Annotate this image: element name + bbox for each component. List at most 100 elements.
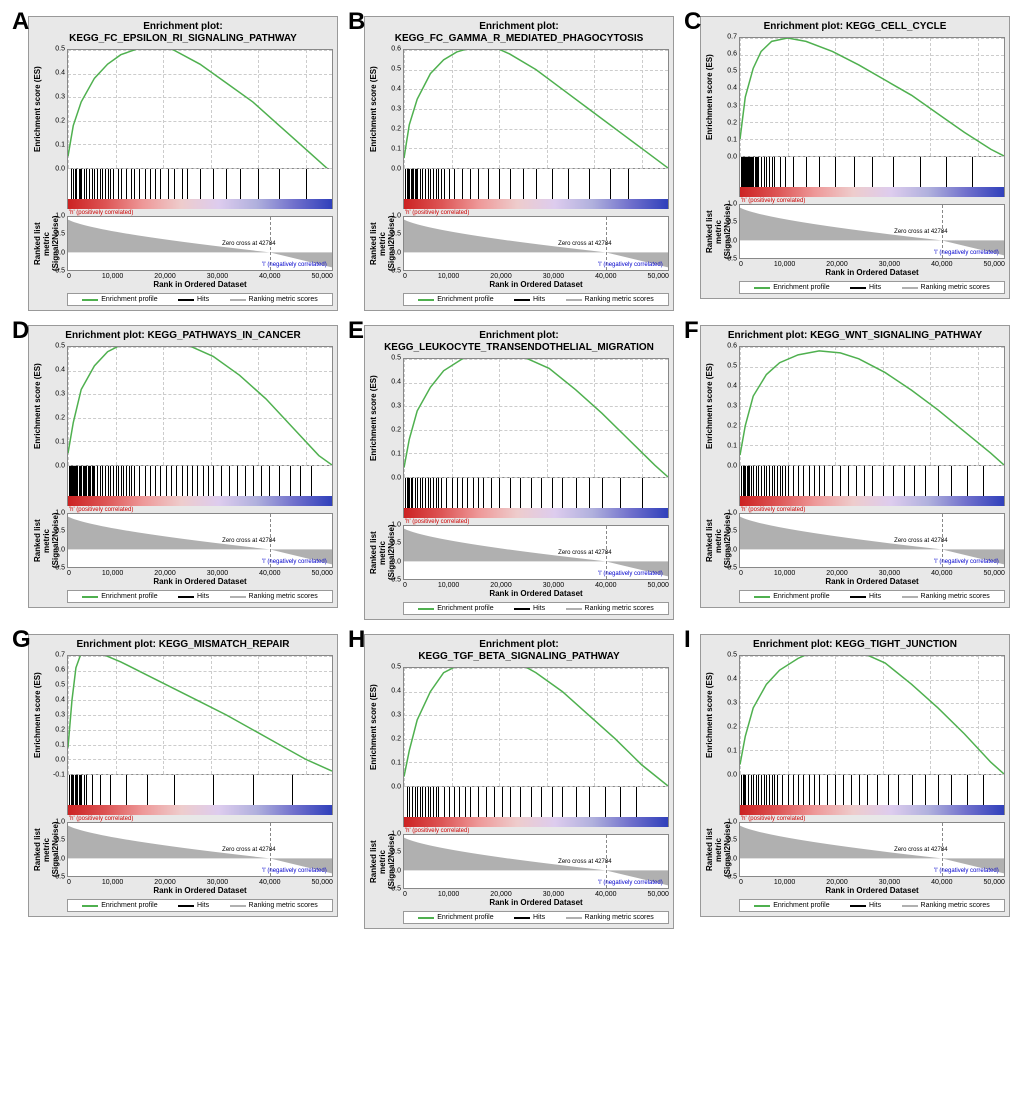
legend-ranking: Ranking metric scores bbox=[230, 593, 318, 600]
es-ytick: 0.4 bbox=[55, 70, 65, 77]
plot-title: Enrichment plot:KEGG_FC_EPSILON_RI_SIGNA… bbox=[33, 21, 333, 45]
panel-A: AEnrichment plot:KEGG_FC_EPSILON_RI_SIGN… bbox=[10, 10, 338, 311]
es-ytick: 0.4 bbox=[391, 85, 401, 92]
legend-ranking: Ranking metric scores bbox=[566, 605, 654, 612]
x-tick: 30,000 bbox=[879, 261, 900, 268]
rank-ytick: 0.0 bbox=[727, 237, 737, 244]
x-axis-label: Rank in Ordered Dataset bbox=[403, 589, 669, 598]
x-tick: 40,000 bbox=[931, 570, 952, 577]
es-ytick: 0.3 bbox=[391, 403, 401, 410]
es-ytick: 0.3 bbox=[391, 712, 401, 719]
gsea-plot: Enrichment plot:KEGG_LEUKOCYTE_TRANSENDO… bbox=[364, 325, 674, 620]
panel-I: IEnrichment plot: KEGG_TIGHT_JUNCTIONEnr… bbox=[682, 628, 1010, 929]
x-tick: 10,000 bbox=[102, 570, 123, 577]
rank-ytick: 0.5 bbox=[391, 849, 401, 856]
gsea-plot: Enrichment plot: KEGG_MISMATCH_REPAIREnr… bbox=[28, 634, 338, 917]
plot-title: Enrichment plot:KEGG_TGF_BETA_SIGNALING_… bbox=[369, 639, 669, 663]
rank-ytick: -0.5 bbox=[53, 565, 65, 572]
x-tick: 40,000 bbox=[931, 261, 952, 268]
x-tick: 40,000 bbox=[595, 891, 616, 898]
x-tick: 10,000 bbox=[774, 261, 795, 268]
rank-plot-area: Zero cross at 42784'l' (negatively corre… bbox=[403, 834, 669, 889]
es-ytick: 0.6 bbox=[391, 46, 401, 53]
legend: Enrichment profileHitsRanking metric sco… bbox=[67, 590, 333, 603]
panel-C: CEnrichment plot: KEGG_CELL_CYCLEEnrichm… bbox=[682, 10, 1010, 311]
correlation-gradient bbox=[403, 508, 669, 518]
zero-cross-label: Zero cross at 42784 bbox=[222, 241, 275, 247]
zero-cross-label: Zero cross at 42784 bbox=[894, 847, 947, 853]
es-ytick: 0.3 bbox=[55, 94, 65, 101]
neg-corr-label: 'l' (negatively correlated) bbox=[262, 868, 327, 874]
x-tick: 20,000 bbox=[826, 879, 847, 886]
es-ytick: 0.1 bbox=[727, 136, 737, 143]
rank-ytick: 0.5 bbox=[391, 540, 401, 547]
x-tick: 50,000 bbox=[648, 273, 669, 280]
es-plot-area bbox=[739, 37, 1005, 157]
rank-plot-area: Zero cross at 42784'l' (negatively corre… bbox=[739, 513, 1005, 568]
es-ytick: -0.1 bbox=[53, 772, 65, 779]
x-axis-label: Rank in Ordered Dataset bbox=[739, 886, 1005, 895]
panel-F: FEnrichment plot: KEGG_WNT_SIGNALING_PAT… bbox=[682, 319, 1010, 620]
legend: Enrichment profileHitsRanking metric sco… bbox=[67, 293, 333, 306]
x-tick: 30,000 bbox=[543, 891, 564, 898]
neg-corr-label: 'l' (negatively correlated) bbox=[598, 571, 663, 577]
es-ytick: 0.5 bbox=[727, 68, 737, 75]
rank-ytick: 0.5 bbox=[55, 837, 65, 844]
correlation-gradient bbox=[739, 805, 1005, 815]
x-tick: 20,000 bbox=[154, 879, 175, 886]
es-y-label: Enrichment score (ES) bbox=[33, 49, 45, 169]
es-ytick: 0.0 bbox=[391, 784, 401, 791]
es-ytick: 0.1 bbox=[55, 439, 65, 446]
x-tick: 0 bbox=[403, 582, 407, 589]
rank-ytick: 0.5 bbox=[55, 528, 65, 535]
panel-label: D bbox=[12, 317, 29, 345]
x-tick: 0 bbox=[67, 879, 71, 886]
rank-ytick: -0.5 bbox=[725, 256, 737, 263]
es-plot-area bbox=[739, 346, 1005, 466]
rank-ytick: 1.0 bbox=[55, 510, 65, 517]
rank-ytick: 1.0 bbox=[55, 819, 65, 826]
panel-H: HEnrichment plot:KEGG_TGF_BETA_SIGNALING… bbox=[346, 628, 674, 929]
x-tick: 50,000 bbox=[984, 879, 1005, 886]
correlation-gradient bbox=[739, 496, 1005, 506]
hits-plot bbox=[739, 157, 1005, 187]
x-tick: 20,000 bbox=[490, 273, 511, 280]
gsea-panel-grid: AEnrichment plot:KEGG_FC_EPSILON_RI_SIGN… bbox=[10, 10, 1010, 929]
rank-y-label: Ranked list metric (Signal2Noise) bbox=[33, 822, 45, 877]
es-ytick: 0.1 bbox=[391, 451, 401, 458]
x-tick: 50,000 bbox=[648, 582, 669, 589]
rank-ytick: -0.5 bbox=[389, 886, 401, 893]
es-ytick: 0.6 bbox=[55, 667, 65, 674]
plot-title: Enrichment plot: KEGG_WNT_SIGNALING_PATH… bbox=[705, 330, 1005, 342]
rank-ytick: -0.5 bbox=[725, 565, 737, 572]
gsea-plot: Enrichment plot:KEGG_FC_GAMMA_R_MEDIATED… bbox=[364, 16, 674, 311]
plot-title: Enrichment plot: KEGG_PATHWAYS_IN_CANCER bbox=[33, 330, 333, 342]
hits-plot bbox=[403, 787, 669, 817]
es-y-label: Enrichment score (ES) bbox=[369, 358, 381, 478]
legend-hits: Hits bbox=[850, 593, 881, 600]
hits-plot bbox=[739, 775, 1005, 805]
correlation-gradient bbox=[403, 199, 669, 209]
x-tick: 40,000 bbox=[595, 273, 616, 280]
legend: Enrichment profileHitsRanking metric sco… bbox=[403, 911, 669, 924]
rank-y-label: Ranked list metric (Signal2Noise) bbox=[705, 204, 717, 259]
rank-ytick: 1.0 bbox=[727, 819, 737, 826]
neg-corr-label: 'l' (negatively correlated) bbox=[934, 868, 999, 874]
x-axis-label: Rank in Ordered Dataset bbox=[67, 577, 333, 586]
rank-y-label: Ranked list metric (Signal2Noise) bbox=[369, 834, 381, 889]
correlation-gradient bbox=[67, 805, 333, 815]
rank-ytick: 0.0 bbox=[727, 855, 737, 862]
rank-ytick: 0.0 bbox=[55, 546, 65, 553]
legend-ranking: Ranking metric scores bbox=[230, 902, 318, 909]
legend-ranking: Ranking metric scores bbox=[902, 902, 990, 909]
x-tick: 0 bbox=[739, 570, 743, 577]
es-ytick: 0.4 bbox=[55, 697, 65, 704]
es-ytick: 0.5 bbox=[55, 343, 65, 350]
legend-ranking: Ranking metric scores bbox=[566, 296, 654, 303]
zero-cross-label: Zero cross at 42784 bbox=[222, 538, 275, 544]
es-ytick: 0.1 bbox=[55, 142, 65, 149]
rank-ytick: 0.0 bbox=[391, 867, 401, 874]
correlation-gradient bbox=[739, 187, 1005, 197]
legend-ranking: Ranking metric scores bbox=[566, 914, 654, 921]
x-tick: 10,000 bbox=[102, 879, 123, 886]
